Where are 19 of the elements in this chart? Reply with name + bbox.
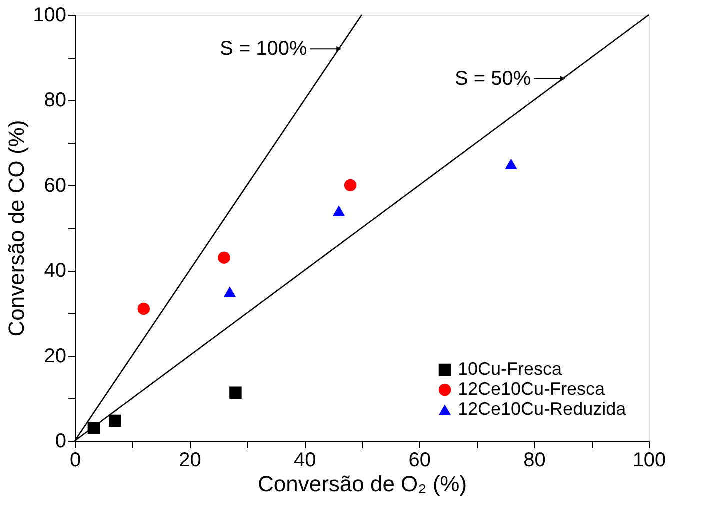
y-tick-label: 80 bbox=[44, 90, 66, 112]
x-tick-label: 40 bbox=[294, 450, 316, 472]
y-tick-label: 20 bbox=[44, 345, 66, 368]
legend-label: 10Cu-Fresca bbox=[458, 359, 564, 379]
x-tick-label: 20 bbox=[179, 450, 202, 472]
y-tick-label: 100 bbox=[33, 4, 66, 26]
y-tick-label: 60 bbox=[44, 174, 66, 197]
annotation: S = 100% bbox=[220, 38, 308, 60]
legend-label: 12Ce10Cu-Reduzida bbox=[458, 399, 628, 419]
annotation: S = 50% bbox=[455, 68, 532, 90]
x-tick-label: 100 bbox=[632, 450, 666, 472]
x-tick-label: 80 bbox=[524, 450, 546, 472]
legend-label: 12Ce10Cu-Fresca bbox=[458, 379, 606, 399]
y-tick-label: 0 bbox=[55, 430, 66, 452]
x-axis-title: Conversão de O₂ (%) bbox=[258, 472, 468, 496]
x-tick-label: 60 bbox=[408, 450, 432, 472]
y-tick-label: 40 bbox=[44, 260, 66, 282]
x-tick-label: 0 bbox=[70, 450, 82, 472]
y-axis-title: Conversão de CO (%) bbox=[4, 120, 30, 337]
